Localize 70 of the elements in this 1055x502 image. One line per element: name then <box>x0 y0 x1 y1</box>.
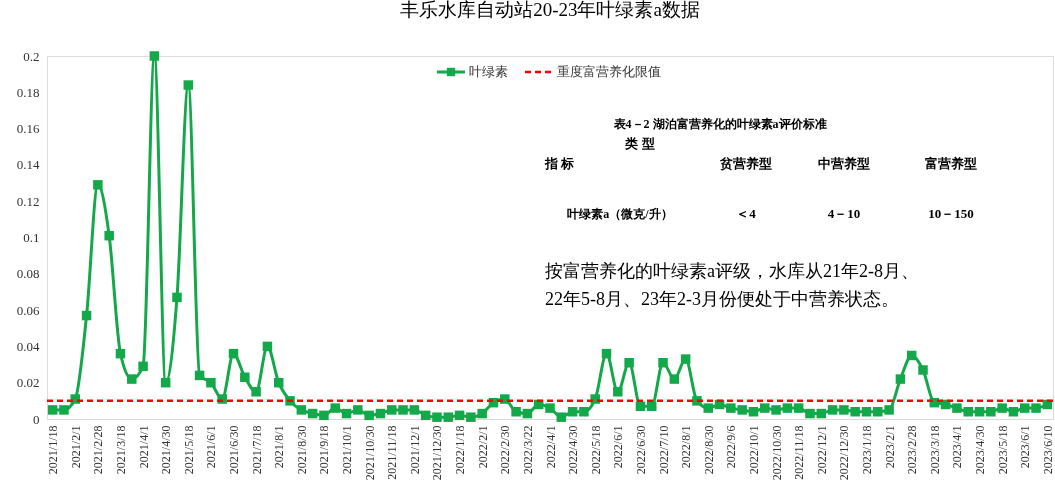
annotation: 表4－2 湖泊富营养化的叶绿素a评价标准 <box>612 117 827 131</box>
annotation: 中营养型 <box>818 156 870 171</box>
x-tick-label: 2021/1/18 <box>46 425 61 475</box>
x-tick-label: 2023/2/1 <box>882 425 897 469</box>
x-tick-label: 2022/2/30 <box>498 425 513 475</box>
x-tick-label: 2022/6/30 <box>633 425 648 475</box>
x-tick-label: 2022/2/1 <box>475 425 490 469</box>
annotation: 4－10 <box>827 206 861 221</box>
y-tick-label: 0.1 <box>23 230 40 245</box>
x-tick-label: 2021/12/30 <box>430 425 445 481</box>
x-tick-label: 2023/4/30 <box>973 425 988 475</box>
annotation: ＜4 <box>736 206 757 221</box>
x-tick-label: 2023/2/28 <box>905 425 920 475</box>
annotation: 叶绿素a（微克/升） <box>567 207 673 221</box>
x-tick-label: 2021/8/30 <box>294 425 309 475</box>
annotation: 按富营养化的叶绿素a评级，水库从21年2-8月、 22年5-8月、23年2-3月份便处于中营养状态。 <box>545 261 919 309</box>
x-tick-label: 2021/2/1 <box>68 425 83 469</box>
annotation: 贫营养型 <box>719 156 772 171</box>
y-tick-label: 0.14 <box>16 157 40 173</box>
x-tick-label: 2022/5/18 <box>588 425 603 475</box>
x-tick-label: 2021/3/18 <box>113 425 128 475</box>
x-tick-label: 2023/4/1 <box>950 425 965 469</box>
x-tick-label: 2021/11/18 <box>385 425 400 480</box>
legend-label: 叶绿素 <box>469 64 508 79</box>
y-tick-label: 0.04 <box>16 338 40 354</box>
y-tick-label: 0.12 <box>16 193 40 209</box>
x-tick-label: 2023/3/18 <box>927 425 942 475</box>
x-tick-label: 2022/7/10 <box>656 425 671 475</box>
x-tick-label: 2022/6/1 <box>611 425 626 469</box>
x-tick-label: 2021/7/18 <box>249 425 264 475</box>
x-tick-label: 2023/6/1 <box>1018 425 1033 469</box>
legend-label: 重度富营养化限值 <box>557 64 661 79</box>
x-tick-label: 2022/4/30 <box>566 425 581 475</box>
x-tick-label: 2023/6/10 <box>1040 425 1055 475</box>
x-tick-label: 2022/4/1 <box>543 425 558 469</box>
x-tick-label: 2022/12/1 <box>814 425 829 475</box>
y-tick-label: 0.16 <box>16 121 40 137</box>
y-tick-label: 0.2 <box>23 48 40 64</box>
chart-title: 丰乐水库自动站20-23年叶绿素a数据 <box>400 0 700 20</box>
x-tick-label: 2021/2/28 <box>91 425 106 475</box>
x-tick-label: 2023/5/18 <box>995 425 1010 475</box>
x-tick-label: 2022/1/18 <box>453 425 468 475</box>
x-tick-label: 2021/9/18 <box>317 425 332 475</box>
annotation: 富营养型 <box>925 156 977 171</box>
x-tick-label: 2021/10/30 <box>362 425 377 481</box>
x-tick-label: 2021/12/1 <box>407 425 422 475</box>
x-tick-label: 2022/8/30 <box>701 425 716 475</box>
x-tick-label: 2022/10/30 <box>769 425 784 481</box>
y-tick-label: 0.18 <box>16 84 40 100</box>
x-tick-label: 2022/12/30 <box>837 425 852 481</box>
annotation: 指 标 <box>544 156 575 171</box>
x-tick-label: 2021/6/30 <box>227 425 242 475</box>
y-tick-label: 0.08 <box>16 266 40 282</box>
x-tick-label: 2022/10/1 <box>746 425 761 475</box>
x-tick-label: 2022/3/22 <box>520 425 535 475</box>
annotation: 类 型 <box>624 136 655 151</box>
x-tick-label: 2021/10/1 <box>340 425 355 475</box>
x-tick-label: 2021/6/1 <box>204 425 219 469</box>
x-tick-label: 2021/8/1 <box>272 425 287 469</box>
x-tick-label: 2021/4/1 <box>136 425 151 469</box>
x-tick-label: 2021/5/18 <box>181 425 196 475</box>
x-tick-label: 2023/1/18 <box>859 425 874 475</box>
y-tick-label: 0.06 <box>16 302 40 318</box>
y-tick-label: 0.02 <box>16 375 40 391</box>
annotation: 10－150 <box>928 206 974 221</box>
x-tick-label: 2022/9/6 <box>724 425 739 469</box>
y-tick-label: 0 <box>33 411 40 427</box>
x-tick-label: 2022/11/18 <box>792 425 807 480</box>
x-tick-label: 2021/4/30 <box>159 425 174 475</box>
x-tick-label: 2022/8/1 <box>679 425 694 469</box>
